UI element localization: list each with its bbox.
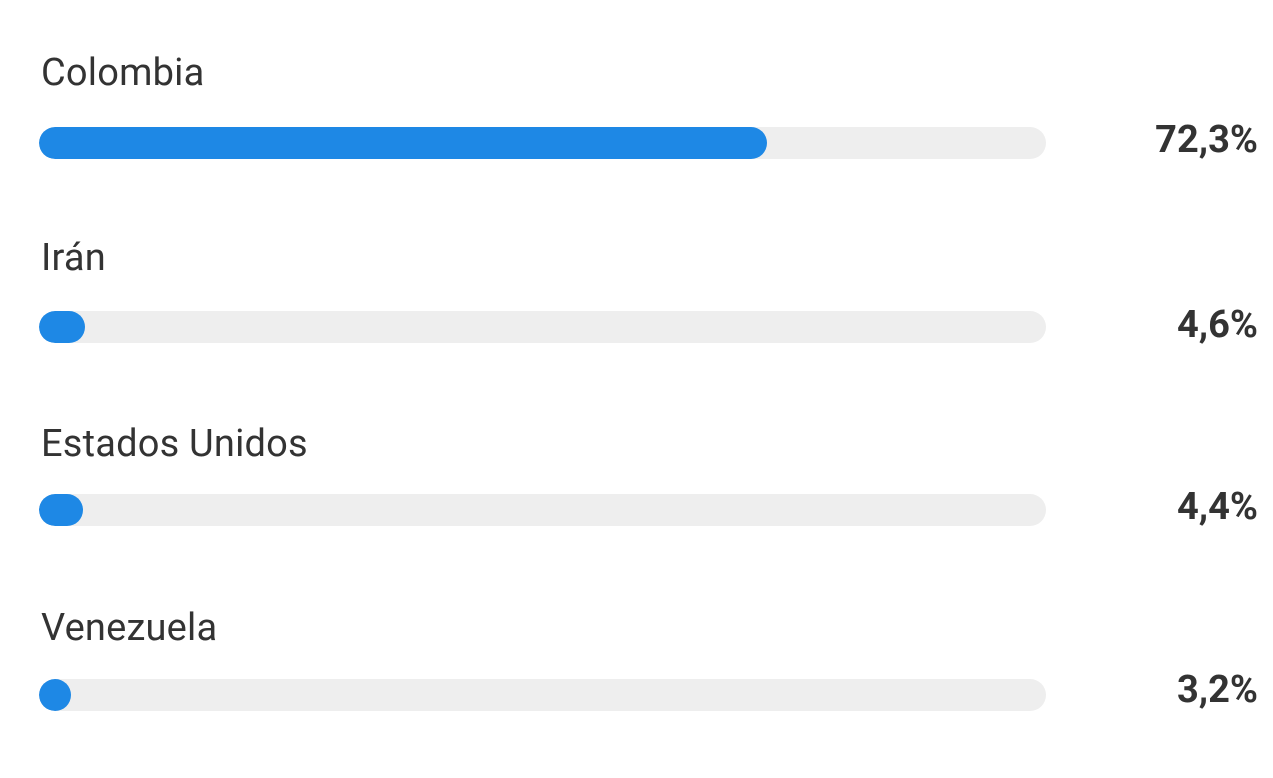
country-row-iran: Irán 4,6% bbox=[0, 238, 1273, 408]
country-label: Irán bbox=[41, 236, 106, 280]
percentage-value: 72,3% bbox=[1155, 118, 1258, 162]
progress-track bbox=[39, 311, 1046, 343]
progress-track bbox=[39, 494, 1046, 526]
progress-track bbox=[39, 127, 1046, 159]
country-label: Colombia bbox=[41, 51, 205, 95]
progress-fill bbox=[39, 679, 71, 711]
country-row-colombia: Colombia 72,3% bbox=[0, 53, 1273, 223]
progress-fill bbox=[39, 494, 83, 526]
country-label: Venezuela bbox=[41, 606, 218, 650]
country-label: Estados Unidos bbox=[41, 422, 308, 466]
percentage-value: 3,2% bbox=[1176, 668, 1258, 712]
progress-fill bbox=[39, 127, 767, 159]
country-row-estados-unidos: Estados Unidos 4,4% bbox=[0, 424, 1273, 594]
country-row-venezuela: Venezuela 3,2% bbox=[0, 608, 1273, 778]
progress-fill bbox=[39, 311, 85, 343]
percentage-value: 4,6% bbox=[1176, 303, 1258, 347]
progress-track bbox=[39, 679, 1046, 711]
percentage-value: 4,4% bbox=[1176, 485, 1258, 529]
